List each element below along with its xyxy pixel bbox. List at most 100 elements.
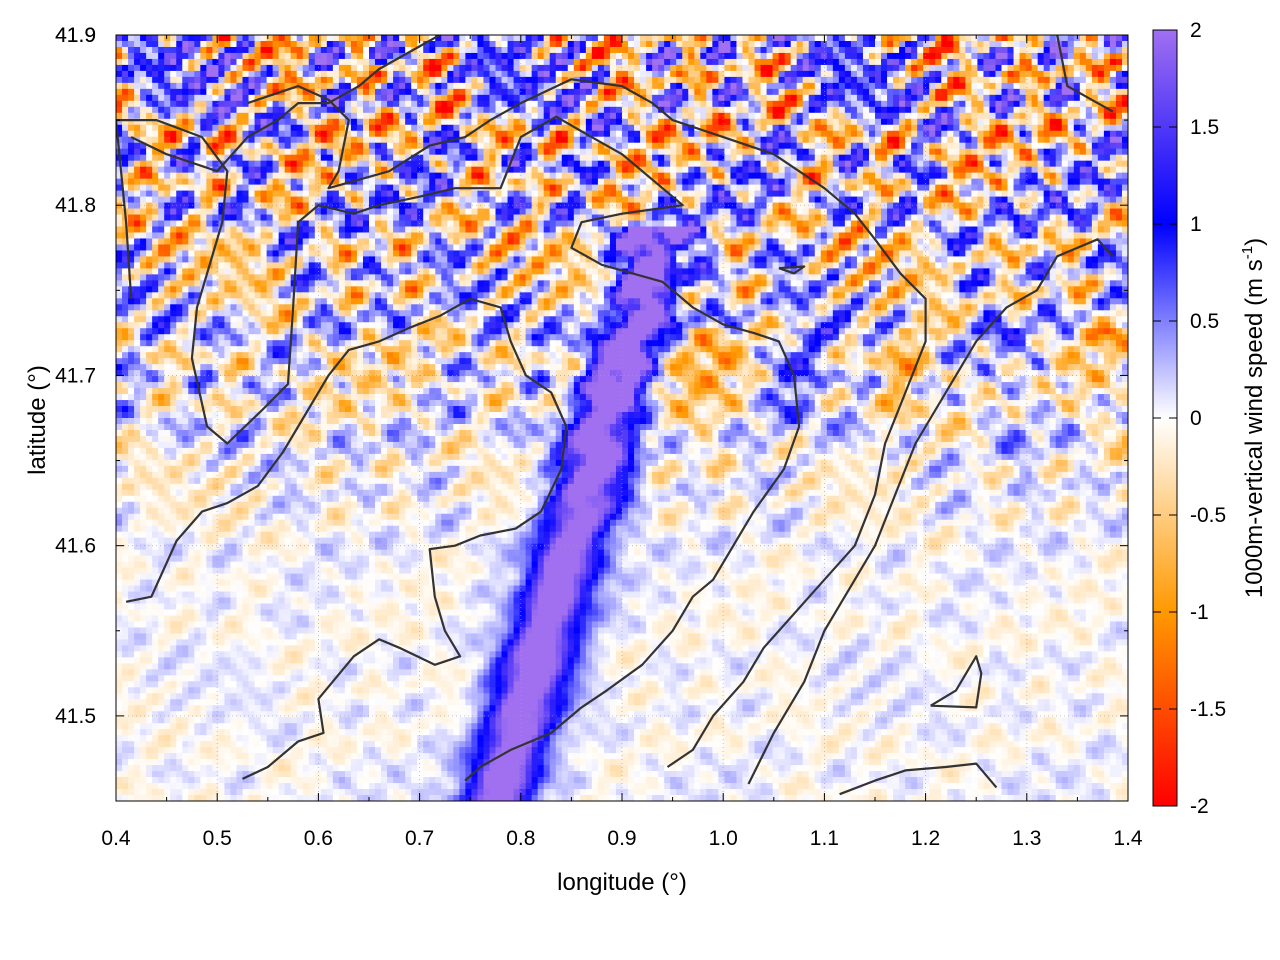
heatmap-cell — [303, 131, 310, 138]
heatmap-cell — [676, 77, 683, 84]
heatmap-cell — [742, 53, 749, 60]
heatmap-cell — [291, 89, 298, 96]
heatmap-cell — [1092, 47, 1099, 54]
heatmap-cell — [218, 53, 225, 60]
heatmap-cell — [971, 89, 978, 96]
heatmap-cell — [550, 155, 557, 162]
heatmap-cell — [995, 89, 1002, 96]
heatmap-cell — [182, 77, 189, 84]
heatmap-cell — [447, 53, 454, 60]
heatmap-cell — [791, 185, 798, 192]
heatmap-cell — [429, 53, 436, 60]
heatmap-cell — [1080, 47, 1087, 54]
heatmap-cell — [592, 149, 599, 156]
heatmap-cell — [483, 113, 490, 120]
heatmap-cell — [622, 41, 629, 48]
heatmap-cell — [1092, 71, 1099, 78]
heatmap-cell — [267, 149, 274, 156]
heatmap-cell — [580, 59, 587, 66]
heatmap-cell — [785, 191, 792, 198]
heatmap-cell — [863, 173, 870, 180]
heatmap-cell — [1098, 173, 1105, 180]
heatmap-cell — [309, 137, 316, 144]
heatmap-cell — [1038, 89, 1045, 96]
heatmap-cell — [164, 191, 171, 198]
heatmap-cell — [212, 143, 219, 150]
heatmap-cell — [188, 71, 195, 78]
heatmap-cell — [1080, 125, 1087, 132]
heatmap-cell — [538, 35, 545, 42]
heatmap-cell — [953, 131, 960, 138]
heatmap-cell — [327, 77, 334, 84]
heatmap-cell — [1002, 161, 1009, 168]
heatmap-cell — [568, 65, 575, 72]
heatmap-cell — [995, 143, 1002, 150]
heatmap-cell — [1080, 71, 1087, 78]
heatmap-cell — [483, 149, 490, 156]
heatmap-cell — [652, 149, 659, 156]
heatmap-cell — [134, 71, 141, 78]
heatmap-cell — [785, 95, 792, 102]
heatmap-cell — [911, 41, 918, 48]
heatmap-cell — [562, 41, 569, 48]
heatmap-cell — [303, 41, 310, 48]
heatmap-cell — [640, 107, 647, 114]
heatmap-cell — [255, 65, 262, 72]
heatmap-cell — [658, 41, 665, 48]
heatmap-cell — [218, 179, 225, 186]
heatmap-cell — [483, 125, 490, 132]
heatmap-cell — [544, 35, 551, 42]
heatmap-cell — [526, 197, 533, 204]
heatmap-cell — [652, 137, 659, 144]
heatmap-cell — [146, 101, 153, 108]
heatmap-cell — [170, 161, 177, 168]
heatmap-cell — [1008, 35, 1015, 42]
heatmap-cell — [405, 83, 412, 90]
heatmap-cell — [911, 77, 918, 84]
heatmap-cell — [1026, 89, 1033, 96]
heatmap-cell — [911, 53, 918, 60]
heatmap-cell — [453, 59, 460, 66]
heatmap-cell — [1032, 113, 1039, 120]
heatmap-cell — [1080, 155, 1087, 162]
heatmap-cell — [598, 161, 605, 168]
heatmap-cell — [562, 155, 569, 162]
heatmap-cell — [399, 143, 406, 150]
heatmap-cell — [983, 191, 990, 198]
heatmap-cell — [1062, 47, 1069, 54]
heatmap-cell — [863, 161, 870, 168]
heatmap-cell — [881, 149, 888, 156]
heatmap-cell — [194, 65, 201, 72]
heatmap-cell — [224, 113, 231, 120]
heatmap-cell — [875, 155, 882, 162]
heatmap-cell — [297, 119, 304, 126]
heatmap-cell — [441, 155, 448, 162]
heatmap-cell — [761, 59, 768, 66]
heatmap-cell — [839, 155, 846, 162]
heatmap-cell — [809, 65, 816, 72]
heatmap-cell — [255, 173, 262, 180]
heatmap-cell — [622, 173, 629, 180]
heatmap-cell — [1038, 107, 1045, 114]
heatmap-cell — [773, 197, 780, 204]
heatmap-cell — [1080, 53, 1087, 60]
heatmap-cell — [134, 41, 141, 48]
heatmap-cell — [688, 83, 695, 90]
heatmap-cell — [851, 203, 858, 210]
heatmap-cell — [514, 95, 521, 102]
heatmap-cell — [465, 125, 472, 132]
heatmap-cell — [646, 149, 653, 156]
heatmap-cell — [562, 209, 569, 216]
heatmap-cell — [1086, 167, 1093, 174]
heatmap-cell — [538, 101, 545, 108]
heatmap-cell — [809, 155, 816, 162]
heatmap-cell — [947, 143, 954, 150]
heatmap-cell — [622, 107, 629, 114]
heatmap-cell — [321, 131, 328, 138]
heatmap-cell — [1044, 143, 1051, 150]
heatmap-cell — [441, 53, 448, 60]
heatmap-cell — [556, 179, 563, 186]
heatmap-cell — [971, 173, 978, 180]
heatmap-cell — [568, 59, 575, 66]
heatmap-cell — [622, 191, 629, 198]
